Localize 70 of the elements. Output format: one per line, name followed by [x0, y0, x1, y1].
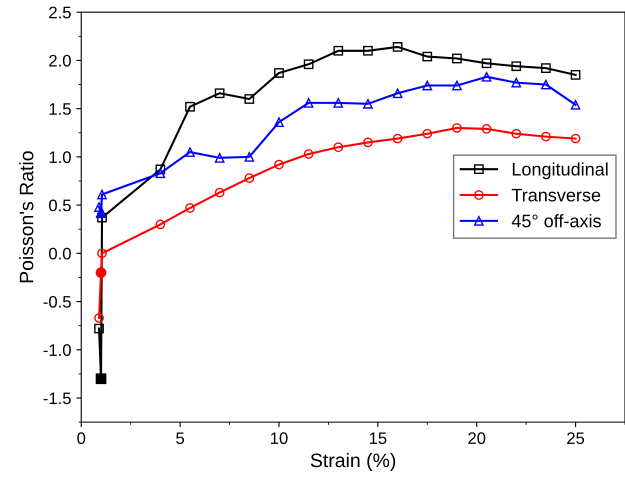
- point: [541, 63, 551, 74]
- point: [97, 248, 107, 258]
- legend-label: Longitudinal: [512, 162, 608, 180]
- x-tick-label: 0: [77, 432, 86, 444]
- legend-label: 45° off-axis: [512, 214, 601, 228]
- y-axis-title: Poisson's Ratio: [19, 151, 34, 282]
- point: [333, 142, 344, 152]
- point: [185, 147, 195, 157]
- point: [304, 59, 314, 70]
- point: [452, 123, 462, 133]
- point: [541, 80, 551, 90]
- point: [511, 128, 522, 139]
- point: [570, 134, 580, 144]
- y-tick-label: 0.0: [49, 248, 71, 260]
- point: [511, 78, 522, 88]
- point: [482, 72, 492, 82]
- y-tick-label: -0.5: [44, 296, 71, 308]
- x-tick-label: 25: [567, 432, 584, 444]
- y-tick-label: 1.0: [50, 151, 71, 164]
- point: [214, 152, 225, 163]
- point: [155, 220, 166, 230]
- point: [422, 52, 432, 62]
- legend-label: Transverse: [512, 188, 600, 202]
- y-tick-label: 2.0: [49, 54, 71, 67]
- point: [363, 98, 373, 109]
- point: [482, 124, 492, 134]
- point: [304, 98, 314, 108]
- point: [94, 313, 104, 323]
- point: [274, 117, 284, 128]
- point: [541, 132, 551, 142]
- x-tick-label: 20: [468, 432, 486, 444]
- point: [482, 58, 492, 68]
- y-tick-label: -1.5: [44, 392, 71, 404]
- point: [452, 80, 462, 90]
- point: [185, 102, 195, 112]
- point: [97, 190, 107, 200]
- point: [274, 68, 284, 78]
- y-tick-label: 2.5: [49, 6, 71, 18]
- point: [244, 152, 254, 162]
- point: [274, 160, 284, 170]
- x-tick-label: 5: [176, 432, 184, 444]
- point: [304, 149, 314, 159]
- point: [422, 80, 432, 90]
- point: [185, 203, 195, 213]
- point: [155, 168, 166, 178]
- point: [392, 134, 402, 144]
- y-tick-label: 0.5: [49, 200, 71, 212]
- point: [155, 164, 166, 174]
- y-tick-label: -1.0: [44, 344, 71, 356]
- point: [94, 202, 104, 212]
- point: [452, 54, 462, 64]
- point: [570, 100, 580, 110]
- point: [392, 42, 402, 52]
- point: [363, 138, 373, 148]
- point: [333, 98, 344, 108]
- point: [511, 61, 522, 72]
- point: [214, 88, 225, 98]
- x-axis-title: Strain (%): [310, 452, 396, 472]
- point: [422, 128, 432, 139]
- point: [244, 173, 254, 183]
- point: [244, 94, 254, 104]
- point: [363, 46, 373, 56]
- x-tick-label: 15: [370, 432, 386, 444]
- point: [570, 70, 580, 80]
- x-tick-label: 10: [270, 432, 288, 444]
- point: [333, 46, 344, 56]
- point: [392, 88, 402, 98]
- point: [214, 188, 225, 198]
- y-tick-label: 1.5: [50, 103, 71, 115]
- point: [94, 324, 104, 334]
